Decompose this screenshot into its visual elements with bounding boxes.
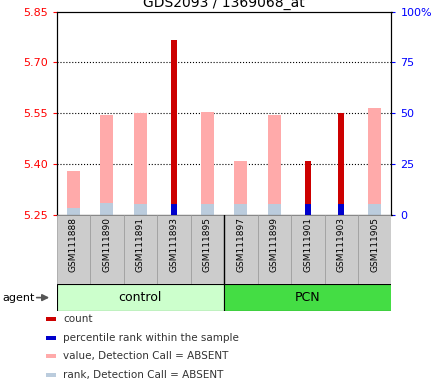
Bar xyxy=(133,204,147,215)
Text: GSM111895: GSM111895 xyxy=(202,217,211,272)
Bar xyxy=(200,112,214,215)
Bar xyxy=(290,215,324,284)
Bar xyxy=(304,204,310,215)
Text: PCN: PCN xyxy=(294,291,320,304)
Text: GSM111891: GSM111891 xyxy=(135,217,145,272)
Bar xyxy=(224,284,391,311)
Bar xyxy=(338,204,343,215)
Bar xyxy=(224,215,257,284)
Bar xyxy=(171,40,176,215)
Bar xyxy=(157,215,190,284)
Bar xyxy=(66,171,80,215)
Bar xyxy=(367,108,381,215)
Text: GSM111901: GSM111901 xyxy=(302,217,312,272)
Bar xyxy=(304,161,310,215)
Text: GSM111893: GSM111893 xyxy=(169,217,178,272)
Text: agent: agent xyxy=(3,293,35,303)
Bar xyxy=(367,204,381,215)
Bar xyxy=(46,372,56,377)
Bar xyxy=(90,215,123,284)
Bar xyxy=(200,204,214,215)
Text: control: control xyxy=(118,291,161,304)
Bar xyxy=(56,284,224,311)
Bar xyxy=(46,354,56,358)
Title: GDS2093 / 1369068_at: GDS2093 / 1369068_at xyxy=(143,0,304,10)
Bar xyxy=(267,204,280,215)
Text: GSM111903: GSM111903 xyxy=(336,217,345,272)
Bar xyxy=(257,215,290,284)
Bar xyxy=(190,215,224,284)
Text: rank, Detection Call = ABSENT: rank, Detection Call = ABSENT xyxy=(63,370,223,380)
Bar xyxy=(357,215,391,284)
Bar xyxy=(66,208,80,215)
Text: GSM111905: GSM111905 xyxy=(369,217,378,272)
Bar xyxy=(100,115,113,215)
Text: percentile rank within the sample: percentile rank within the sample xyxy=(63,333,239,343)
Bar xyxy=(123,215,157,284)
Text: GSM111897: GSM111897 xyxy=(236,217,245,272)
Text: GSM111890: GSM111890 xyxy=(102,217,111,272)
Text: GSM111899: GSM111899 xyxy=(269,217,278,272)
Bar xyxy=(324,215,357,284)
Bar xyxy=(100,203,113,215)
Bar xyxy=(46,317,56,321)
Bar xyxy=(338,113,343,215)
Text: value, Detection Call = ABSENT: value, Detection Call = ABSENT xyxy=(63,351,228,361)
Bar xyxy=(46,336,56,340)
Bar xyxy=(267,115,280,215)
Text: GSM111888: GSM111888 xyxy=(69,217,78,272)
Bar xyxy=(56,215,90,284)
Bar xyxy=(171,204,176,215)
Bar xyxy=(233,161,247,215)
Bar xyxy=(233,204,247,215)
Bar xyxy=(133,113,147,215)
Text: count: count xyxy=(63,314,92,324)
